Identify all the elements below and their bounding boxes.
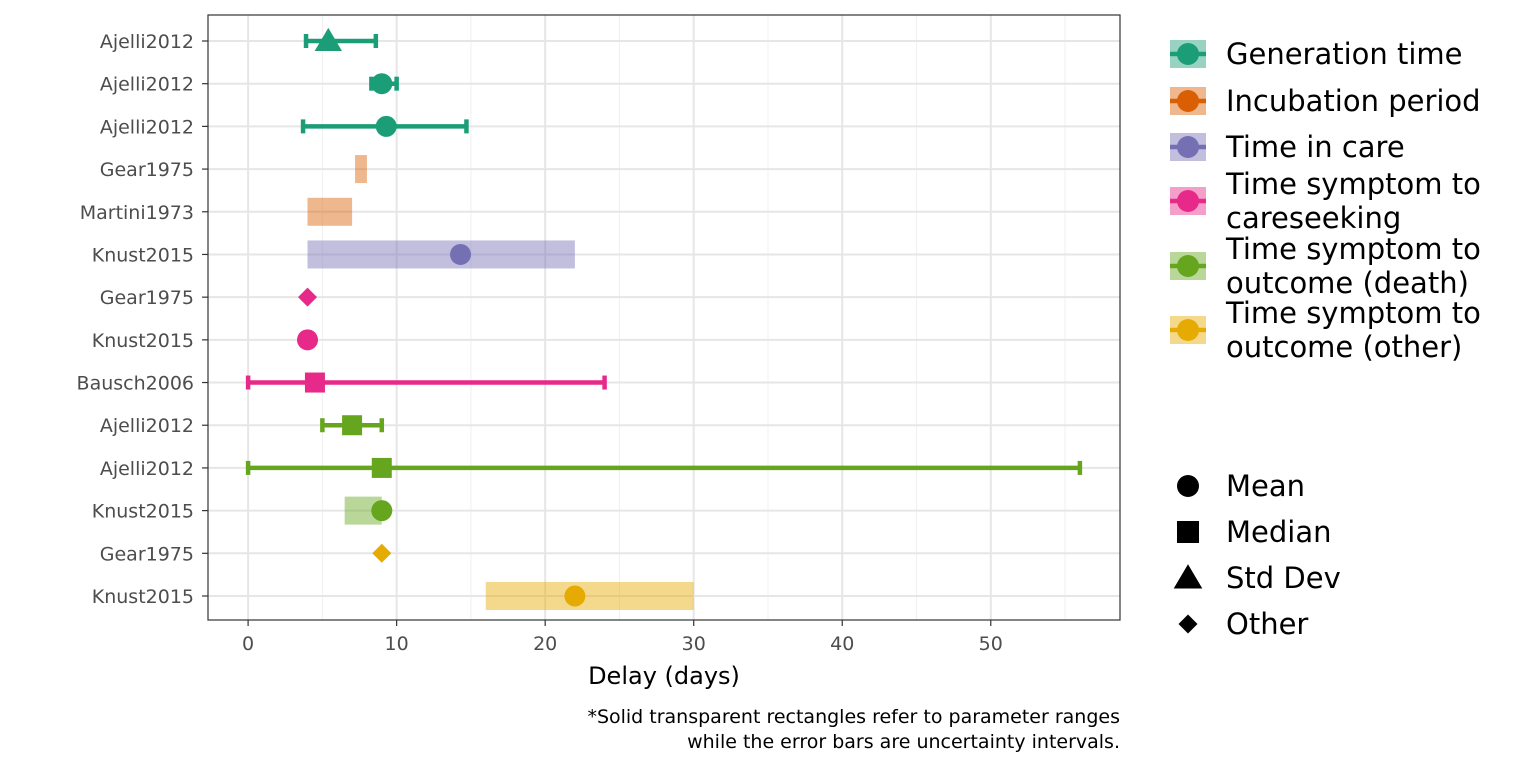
legend-shape-label: Other <box>1226 607 1308 641</box>
legend-key-point <box>1177 319 1199 341</box>
x-tick-label: 10 <box>385 633 409 655</box>
point-square <box>304 372 325 393</box>
legend-shape-label: Mean <box>1226 469 1305 503</box>
point-circle <box>450 243 472 265</box>
y-tick-label: Gear1975 <box>100 159 194 181</box>
point-circle <box>564 585 586 607</box>
legend: Generation time Incubation period Time in … <box>1170 37 1481 641</box>
y-tick-label: Knust2015 <box>92 330 194 352</box>
y-tick-label: Ajelli2012 <box>100 415 194 437</box>
point-circle <box>297 329 319 351</box>
x-tick-label: 30 <box>682 633 706 655</box>
legend-label: Incubation period <box>1226 84 1481 118</box>
legend-shape-triangle-icon <box>1173 564 1203 589</box>
legend-shape-square-icon <box>1177 521 1199 543</box>
point-triangle <box>314 27 342 51</box>
x-tick-label: 0 <box>242 633 254 655</box>
x-tick-label: 20 <box>533 633 557 655</box>
point-circle <box>371 500 393 522</box>
legend-label: Time symptom to <box>1225 232 1481 266</box>
range-rect <box>485 582 694 610</box>
chart-marks <box>245 27 1083 610</box>
y-tick-label: Knust2015 <box>92 501 194 523</box>
point-diamond <box>372 543 392 563</box>
x-tick-label: 40 <box>830 633 854 655</box>
y-tick-label: Ajelli2012 <box>100 458 194 480</box>
legend-key-point <box>1177 255 1199 277</box>
legend-shape-label: Std Dev <box>1226 561 1341 595</box>
point-diamond <box>298 287 318 307</box>
y-tick-label: Gear1975 <box>100 287 194 309</box>
legend-label: Time symptom to <box>1225 167 1481 201</box>
legend-key-point <box>1177 190 1199 212</box>
legend-label: outcome (death) <box>1226 266 1469 300</box>
legend-shape-diamond-icon <box>1178 614 1198 634</box>
legend-key-point <box>1177 43 1199 65</box>
legend-label: Generation time <box>1226 37 1463 71</box>
point-circle <box>375 115 397 137</box>
x-tick-label: 50 <box>979 633 1003 655</box>
point-square <box>342 415 363 436</box>
y-axis: Ajelli2012 Ajelli2012 Ajelli2012 Gear1975 Ma… <box>77 31 208 608</box>
range-rect <box>355 155 367 184</box>
panel-background <box>208 15 1120 620</box>
point-square <box>371 457 392 478</box>
legend-label: Time in care <box>1225 130 1405 164</box>
legend-key-point <box>1177 136 1199 158</box>
range-rect <box>307 240 575 269</box>
y-tick-label: Ajelli2012 <box>100 31 194 53</box>
grid <box>208 15 1120 620</box>
y-tick-label: Gear1975 <box>100 543 194 565</box>
legend-shape-circle-icon <box>1177 475 1199 497</box>
legend-label: outcome (other) <box>1226 330 1462 364</box>
y-tick-label: Martini1973 <box>80 202 194 224</box>
legend-shape-label: Median <box>1226 515 1331 549</box>
y-tick-label: Bausch2006 <box>77 373 194 395</box>
caption-line-1: *Solid transparent rectangles refer to p… <box>587 706 1120 728</box>
y-tick-label: Ajelli2012 <box>100 74 194 96</box>
legend-key-point <box>1177 90 1199 112</box>
point-circle <box>371 73 393 95</box>
y-tick-label: Knust2015 <box>92 244 194 266</box>
y-tick-label: Knust2015 <box>92 586 194 608</box>
caption-line-2: while the error bars are uncertainty int… <box>687 731 1120 753</box>
y-tick-label: Ajelli2012 <box>100 116 194 138</box>
legend-label: careseeking <box>1226 201 1401 235</box>
x-axis: 0 10 20 30 40 50 <box>242 620 1003 655</box>
legend-label: Time symptom to <box>1225 296 1481 330</box>
range-rect <box>307 197 353 226</box>
panel-border <box>207 14 1121 621</box>
x-axis-title: Delay (days) <box>588 662 740 690</box>
